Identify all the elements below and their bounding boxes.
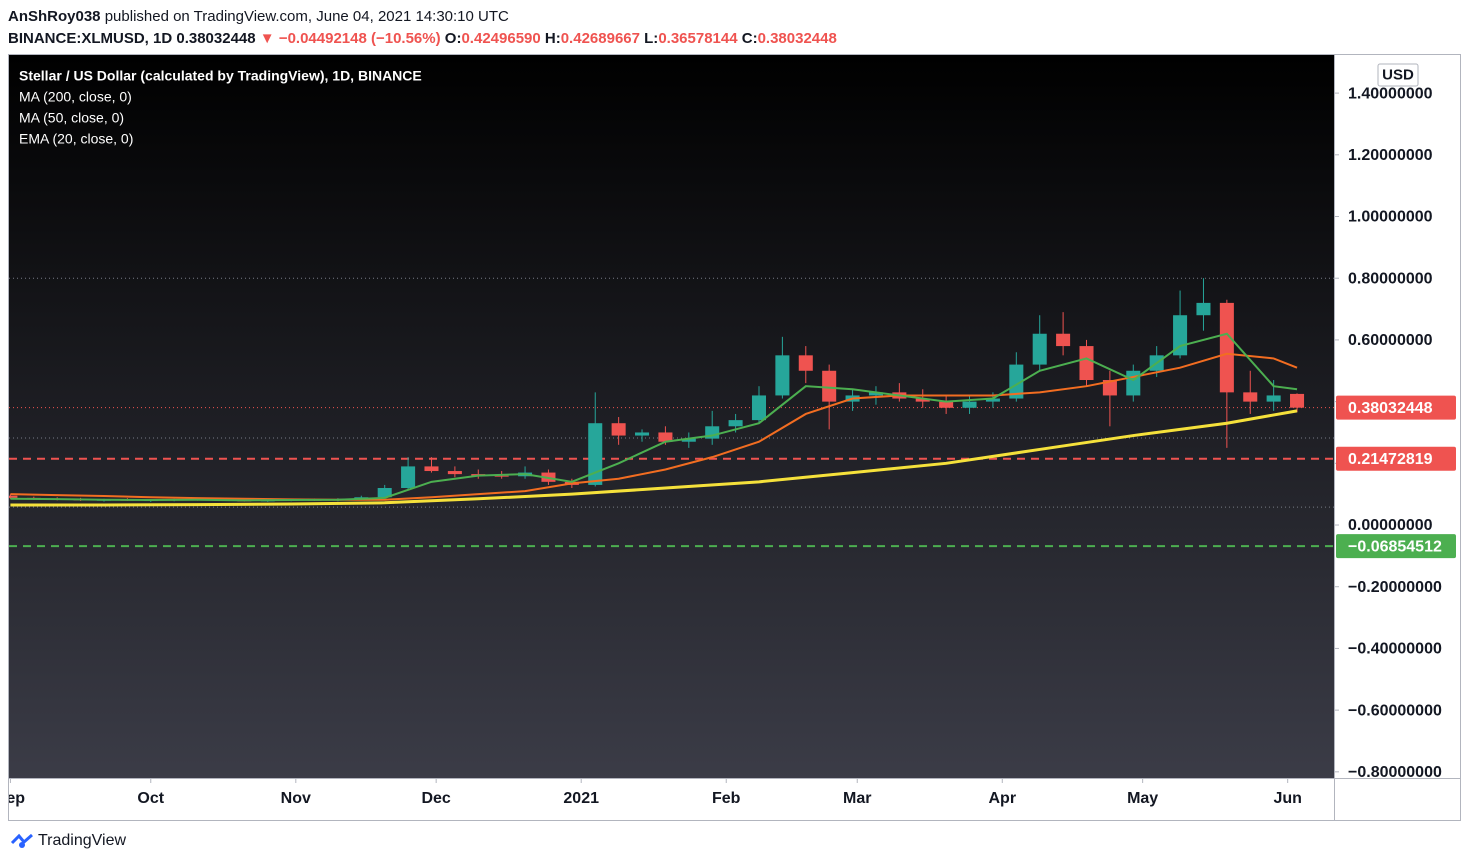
candle-body (681, 438, 696, 442)
candle-body (588, 423, 603, 485)
chart-title: Stellar / US Dollar (calculated by Tradi… (19, 68, 422, 84)
candle-body (635, 432, 650, 436)
o-label: O: (444, 30, 462, 47)
candle-body (658, 432, 673, 442)
price-label-box (1336, 395, 1456, 420)
y-tick-label: 0.80000000 (1348, 270, 1433, 287)
ma-line (10, 332, 1298, 502)
change: −0.04492148 (−10.56%) (278, 30, 441, 47)
chart: Sep Oct Nov Dec 2021 Feb Mar Apr May Jun 1.400000… (0, 54, 1461, 821)
y-tick-label: −0.40000000 (1348, 641, 1442, 658)
x-tick-label: Oct (137, 790, 164, 807)
candle-body (447, 471, 462, 475)
candle-body (985, 398, 1000, 402)
x-tick-label: 2021 (563, 790, 599, 807)
quote-line: BINANCE:XLMUSD, 1D 0.38032448 ▼ −0.04492… (8, 28, 837, 50)
close: 0.38032448 (757, 30, 837, 47)
x-tick-label: May (1127, 790, 1158, 807)
candle-body (728, 420, 743, 427)
x-tick-label: Mar (843, 790, 871, 807)
candle-body (424, 466, 439, 472)
price-label-box (1336, 534, 1456, 559)
logo (10, 833, 33, 848)
candle-body (1126, 370, 1141, 396)
author: AnShRoy038 (8, 8, 101, 25)
candle-body (9, 495, 18, 498)
candle-body (1056, 333, 1071, 347)
price-label: 0.21472819 (1348, 451, 1433, 468)
x-tick-label: Jun (1273, 790, 1301, 807)
open: 0.42496590 (461, 30, 541, 47)
y-tick-label: 1.20000000 (1348, 147, 1433, 164)
candle-body (939, 401, 954, 408)
published: published on TradingView.com, June 04, 2… (104, 8, 509, 25)
low: 0.36578144 (658, 30, 738, 47)
x-tick-label: Feb (712, 790, 741, 807)
unit-box (1377, 63, 1419, 87)
h-label: H: (544, 30, 561, 47)
plot-background (9, 55, 1334, 778)
candle-body (494, 475, 509, 477)
legend-entry: MA (50, close, 0) (19, 110, 124, 126)
price-label: 0.38032448 (1348, 400, 1433, 417)
header: AnShRoy038 published on TradingView.com,… (8, 6, 837, 50)
ma-line (10, 352, 1298, 501)
candle-body (1266, 395, 1281, 402)
price-label: −0.06854512 (1348, 538, 1442, 555)
candle-body (798, 355, 813, 371)
high: 0.42689667 (560, 30, 640, 47)
price-label-box (1336, 446, 1456, 471)
candle-body (1102, 380, 1117, 396)
symbol: BINANCE:XLMUSD, 1D (8, 30, 173, 47)
candle-body (962, 401, 977, 408)
candle-body (1243, 392, 1258, 402)
candle-body (751, 395, 767, 421)
candle-body (1079, 346, 1094, 381)
candle-body (1032, 333, 1047, 365)
l-label: L: (644, 30, 659, 47)
x-tick-label: Nov (281, 790, 311, 807)
candle-body (1290, 393, 1305, 408)
candle-body (775, 355, 790, 396)
y-tick-label: 0.60000000 (1348, 332, 1433, 349)
y-unit: USD (1382, 66, 1414, 83)
arrow: ▼ (259, 30, 275, 47)
last: 0.38032448 (176, 30, 256, 47)
y-tick-label: 1.40000000 (1348, 85, 1433, 102)
candle-body (401, 466, 416, 488)
footer: TradingView (10, 832, 126, 850)
candle-body (915, 398, 930, 402)
candle-body (1009, 364, 1024, 399)
author-line: AnShRoy038 published on TradingView.com,… (8, 6, 837, 28)
candle-body (611, 423, 626, 436)
y-tick-label: 1.00000000 (1348, 209, 1433, 226)
y-tick-label: −0.20000000 (1348, 579, 1442, 596)
y-tick-label: −0.60000000 (1348, 702, 1442, 719)
candle-body (1219, 302, 1234, 393)
candle-body (868, 392, 883, 396)
x-tick-label: Sep (0, 790, 25, 807)
c-label: C: (741, 30, 758, 47)
ma-line (10, 409, 1298, 507)
brand: TradingView (38, 832, 127, 849)
legend-entry: MA (200, close, 0) (19, 89, 132, 105)
y-tick-label: 0.00000000 (1348, 517, 1433, 534)
y-tick-label: −0.80000000 (1348, 764, 1442, 781)
legend-entry: EMA (20, close, 0) (19, 131, 133, 147)
candle-body (1196, 302, 1211, 316)
x-tick-label: Apr (989, 790, 1017, 807)
candle-body (822, 370, 837, 402)
x-tick-label: Dec (421, 790, 450, 807)
candle-body (377, 487, 392, 498)
frame (8, 54, 1461, 821)
